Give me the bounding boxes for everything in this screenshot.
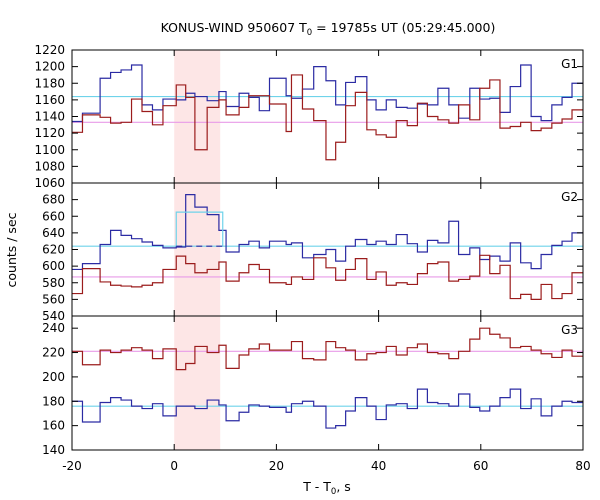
y-tick-label: 1200: [34, 60, 65, 74]
panel-label: G2: [561, 190, 578, 204]
y-tick-label: 160: [42, 419, 65, 433]
panel-frame: [71, 315, 584, 451]
y-tick-label: 560: [42, 292, 65, 306]
y-tick-label: 1060: [34, 176, 65, 190]
y-tick-label: 1180: [34, 76, 65, 90]
panel-frame: [71, 49, 584, 184]
y-tick-label: 1140: [34, 110, 65, 124]
y-tick-label: 1080: [34, 159, 65, 173]
y-tick-label: 540: [42, 309, 65, 323]
panel-g1: 1060 1080 1100 1120 1140 1160 1180 1200 1220 G1: [34, 43, 584, 190]
chart-title: KONUS-WIND 950607 T0 = 19785s UT (05:29:…: [161, 20, 496, 38]
x-tick-label: 20: [269, 459, 284, 473]
y-tick-label: 620: [42, 243, 65, 257]
panel-g2: 540 560 580 600 620 640 660 680 G2: [42, 182, 584, 323]
series-red: [72, 254, 583, 300]
y-tick-label: 200: [42, 370, 65, 384]
y-tick-label: 140: [42, 443, 65, 457]
plot-area: 1060 1080 1100 1120 1140 1160 1180 1200 1220 G1 54…: [34, 43, 590, 473]
series-red: [72, 74, 583, 161]
x-tick-label: 40: [371, 459, 386, 473]
highlight-interval: [175, 211, 224, 247]
y-tick-label: 1120: [34, 126, 65, 140]
shaded-interval: [174, 50, 221, 450]
y-tick-label: 1220: [34, 43, 65, 57]
x-tick-label: 0: [170, 459, 178, 473]
x-axis-label: T - T0, s: [302, 479, 351, 497]
panel-g3: 140 160 180 200 220 240 G3: [42, 315, 584, 457]
y-tick-label: 240: [42, 321, 65, 335]
series-red: [72, 327, 583, 371]
y-tick-label: 180: [42, 394, 65, 408]
y-tick-label: 640: [42, 226, 65, 240]
y-tick-label: 680: [42, 193, 65, 207]
series-blue: [72, 64, 583, 123]
y-tick-label: 1100: [34, 143, 65, 157]
series-blue: [72, 388, 583, 429]
y-tick-label: 580: [42, 276, 65, 290]
y-tick-label: 220: [42, 346, 65, 360]
panel-label: G1: [561, 57, 578, 71]
y-axis-label: counts / sec: [4, 212, 19, 287]
panel-label: G3: [561, 323, 578, 337]
x-tick-label: 80: [575, 459, 590, 473]
x-tick-label: 60: [473, 459, 488, 473]
y-tick-label: 1160: [34, 93, 65, 107]
x-tick-label: -20: [62, 459, 82, 473]
series-blue: [72, 194, 583, 271]
y-tick-label: 660: [42, 209, 65, 223]
y-tick-label: 600: [42, 259, 65, 273]
